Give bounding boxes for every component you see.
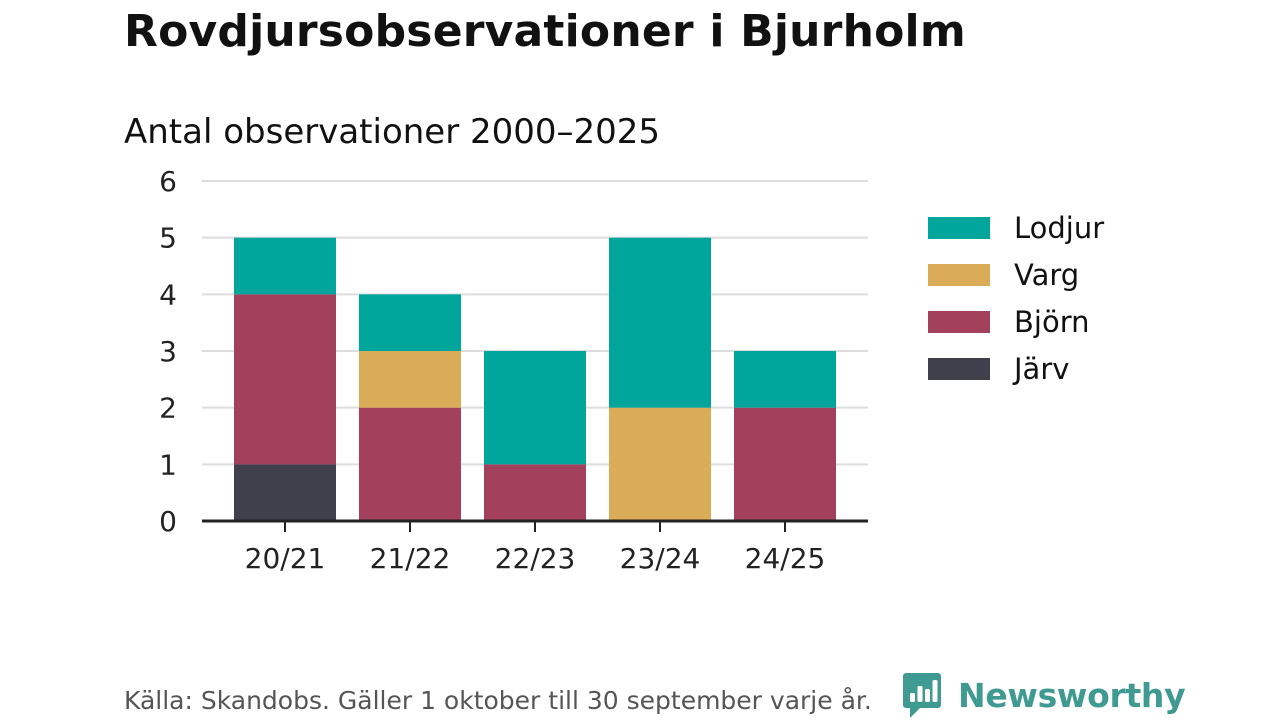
bar-segment-lodjur: [484, 351, 586, 465]
legend-label-björn: Björn: [1014, 305, 1090, 339]
y-tick-label: 5: [159, 222, 177, 255]
x-axis-ticks: 20/21 21/22 22/23 23/24 24/25: [245, 521, 826, 575]
bar-segment-björn: [484, 464, 586, 521]
x-tick-label: 22/23: [495, 542, 576, 575]
legend-swatch-björn: [928, 311, 990, 333]
bar-segment-järv: [234, 464, 336, 521]
source-note: Källa: Skandobs. Gäller 1 oktober till 3…: [124, 686, 872, 715]
legend: Lodjur Varg Björn Järv: [928, 211, 1104, 386]
legend-swatch-lodjur: [928, 217, 990, 239]
y-tick-label: 2: [159, 392, 177, 425]
bar-segment-lodjur: [359, 294, 461, 351]
y-tick-label: 4: [159, 278, 177, 311]
y-tick-label: 1: [159, 448, 177, 481]
legend-swatch-varg: [928, 264, 990, 286]
legend-swatch-järv: [928, 358, 990, 380]
x-tick-label: 23/24: [620, 542, 701, 575]
bar-segment-lodjur: [234, 237, 336, 295]
chart-title: Rovdjursobservationer i Bjurholm: [124, 6, 966, 57]
y-axis-ticks: 0 1 2 3 4 5 6: [159, 165, 177, 538]
y-tick-label: 3: [159, 335, 177, 368]
brand-logo: Newsworthy: [902, 670, 1186, 720]
bar-segment-björn: [234, 294, 336, 465]
bar-segment-lodjur: [609, 237, 711, 408]
bar-segment-varg: [609, 407, 711, 521]
chart-subtitle: Antal observationer 2000–2025: [124, 112, 661, 152]
bar-segment-björn: [359, 407, 461, 521]
x-tick-label: 24/25: [745, 542, 826, 575]
bars: [234, 237, 836, 521]
y-tick-label: 0: [159, 505, 177, 538]
legend-label-lodjur: Lodjur: [1014, 211, 1104, 245]
y-tick-label: 6: [159, 165, 177, 198]
legend-label-varg: Varg: [1014, 258, 1079, 292]
x-tick-label: 21/22: [370, 542, 451, 575]
newsworthy-logo-icon: [903, 673, 941, 718]
x-tick-label: 20/21: [245, 542, 326, 575]
legend-label-järv: Järv: [1012, 352, 1069, 386]
bar-segment-varg: [359, 351, 461, 408]
brand-name: Newsworthy: [958, 675, 1186, 715]
bar-segment-lodjur: [734, 351, 836, 408]
bar-segment-björn: [734, 407, 836, 521]
